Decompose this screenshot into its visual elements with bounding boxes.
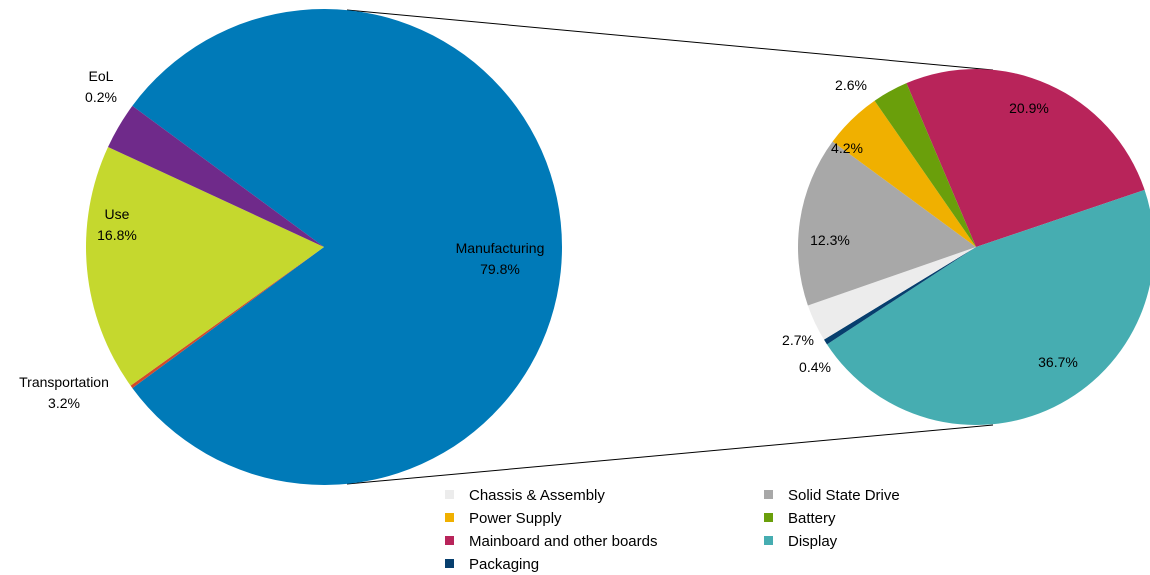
legend-swatch-power-supply bbox=[445, 513, 454, 522]
main-label-value-transportation: 3.2% bbox=[48, 395, 80, 411]
legend-label-battery: Battery bbox=[788, 510, 836, 527]
main-label-name-manufacturing: Manufacturing bbox=[456, 240, 545, 256]
detail-label-packaging: 0.4% bbox=[799, 359, 831, 375]
detail-pie-labels: 20.9% 36.7% 0.4% 2.7% 12.3% 4.2% 2.6% bbox=[782, 77, 1078, 375]
legend: Chassis & Assembly Solid State Drive Power… bbox=[445, 487, 900, 573]
detail-pie-slice-chassis-and-assembly bbox=[807, 247, 976, 340]
legend-swatch-mainboard-and-other-boards bbox=[445, 536, 454, 545]
main-pie-slice-use bbox=[86, 147, 325, 386]
detail-label-power-supply: 4.2% bbox=[831, 140, 863, 156]
main-pie-slice-transportation bbox=[108, 105, 325, 248]
connector-line-top bbox=[346, 9, 994, 71]
detail-pie-slice-display bbox=[826, 189, 1150, 426]
main-label-name-transportation: Transportation bbox=[19, 374, 109, 390]
detail-label-display: 36.7% bbox=[1038, 354, 1078, 370]
detail-pie bbox=[798, 68, 1150, 426]
detail-label-chassis-and-assembly: 2.7% bbox=[782, 332, 814, 348]
legend-swatch-chassis-and-assembly bbox=[445, 490, 454, 499]
main-pie bbox=[86, 9, 563, 486]
main-label-name-eol: EoL bbox=[89, 68, 114, 84]
detail-pie-slice-battery bbox=[874, 83, 976, 248]
legend-label-packaging: Packaging bbox=[469, 556, 539, 573]
main-label-value-use: 16.8% bbox=[97, 227, 137, 243]
legend-swatch-display bbox=[764, 536, 773, 545]
legend-label-chassis-and-assembly: Chassis & Assembly bbox=[469, 487, 605, 504]
detail-pie-slice-mainboard-and-other-boards bbox=[906, 68, 1145, 247]
main-label-value-manufacturing: 79.8% bbox=[480, 261, 520, 277]
main-pie-slice-eol bbox=[130, 247, 324, 389]
detail-label-battery: 2.6% bbox=[835, 77, 867, 93]
main-pie-labels: Manufacturing 79.8% EoL 0.2% Use 16.8% Transpo… bbox=[19, 68, 544, 411]
connector-line-bottom bbox=[346, 424, 994, 485]
legend-label-display: Display bbox=[788, 533, 838, 550]
legend-swatch-solid-state-drive bbox=[764, 490, 773, 499]
main-label-value-eol: 0.2% bbox=[85, 89, 117, 105]
legend-label-power-supply: Power Supply bbox=[469, 510, 562, 527]
legend-swatch-packaging bbox=[445, 559, 454, 568]
main-pie-slice-manufacturing bbox=[132, 9, 563, 486]
detail-label-solid-state-drive: 12.3% bbox=[810, 232, 850, 248]
detail-pie-slice-solid-state-drive bbox=[798, 141, 976, 306]
legend-swatch-battery bbox=[764, 513, 773, 522]
detail-pie-slice-power-supply bbox=[832, 100, 976, 248]
detail-label-mainboard-and-other-boards: 20.9% bbox=[1009, 100, 1049, 116]
main-label-name-use: Use bbox=[105, 206, 130, 222]
legend-label-solid-state-drive: Solid State Drive bbox=[788, 487, 900, 504]
legend-label-mainboard-and-other-boards: Mainboard and other boards bbox=[469, 533, 657, 550]
connector-lines bbox=[346, 9, 994, 485]
detail-pie-slice-packaging bbox=[823, 247, 976, 345]
